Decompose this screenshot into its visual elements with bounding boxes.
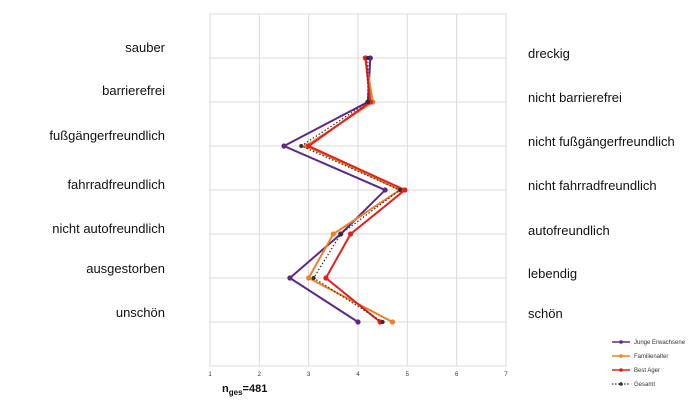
left-label: fahrradfreundlich [67, 177, 165, 192]
series-point [311, 276, 316, 280]
x-tick-label: 3 [307, 372, 311, 378]
series-point [355, 319, 361, 325]
right-label: schön [528, 306, 563, 321]
legend-label: Best Ager [634, 368, 660, 374]
left-label: barrierefrei [102, 83, 165, 98]
right-label: nicht barrierefrei [528, 90, 622, 105]
left-label: sauber [125, 40, 165, 55]
x-tick-label: 7 [504, 372, 508, 378]
left-label: nicht autofreundlich [52, 221, 165, 236]
legend-marker [619, 368, 623, 372]
x-axis-ticks: 1 2 3 4 5 6 7 [208, 372, 508, 378]
series-point [306, 275, 312, 281]
legend-label: Junge Erwachsene [634, 340, 686, 346]
left-label: fußgängerfreundlich [49, 128, 165, 143]
legend: Junge Erwachsene Familienalter Best Ager Ge… [612, 340, 686, 388]
left-labels: sauber barrierefrei fußgängerfreundlich fah… [49, 40, 165, 320]
sample-size: nges=481 [222, 383, 267, 397]
left-label: ausgestorben [86, 261, 165, 276]
series-point [365, 100, 370, 104]
series-point [281, 143, 287, 149]
grid [209, 14, 507, 366]
legend-label: Gesamt [634, 382, 655, 388]
series-point [365, 56, 370, 60]
right-labels: dreckig nicht barrierefrei nicht fußgänger… [528, 46, 675, 321]
sample-size-subscript: ges [228, 388, 243, 398]
legend-label: Familienalter [634, 354, 668, 360]
legend-marker [619, 382, 623, 386]
series-group [281, 55, 408, 325]
legend-marker [619, 354, 623, 358]
series-point [382, 187, 388, 193]
x-tick-label: 1 [208, 372, 212, 378]
right-label: nicht fußgängerfreundlich [528, 134, 675, 149]
x-tick-label: 5 [406, 372, 410, 378]
series-point [397, 188, 402, 192]
x-tick-label: 6 [455, 372, 459, 378]
series-point [306, 143, 312, 149]
series-point [402, 187, 408, 193]
series-point [287, 275, 293, 281]
right-label: nicht fahrradfreundlich [528, 178, 657, 193]
x-tick-label: 4 [356, 372, 360, 378]
x-tick-label: 2 [258, 372, 262, 378]
right-label: autofreundlich [528, 223, 610, 238]
right-label: lebendig [528, 266, 577, 281]
sample-size-value: =481 [242, 383, 268, 395]
series-point [380, 320, 385, 324]
series-point [330, 231, 336, 237]
legend-marker [619, 340, 623, 344]
sample-size-prefix: n [222, 383, 229, 395]
series-point [323, 275, 329, 281]
right-label: dreckig [528, 46, 570, 61]
series-point [338, 232, 343, 236]
series-point [389, 319, 396, 325]
series-point [348, 231, 354, 237]
series-point [299, 144, 304, 148]
left-label: unschön [116, 305, 165, 320]
